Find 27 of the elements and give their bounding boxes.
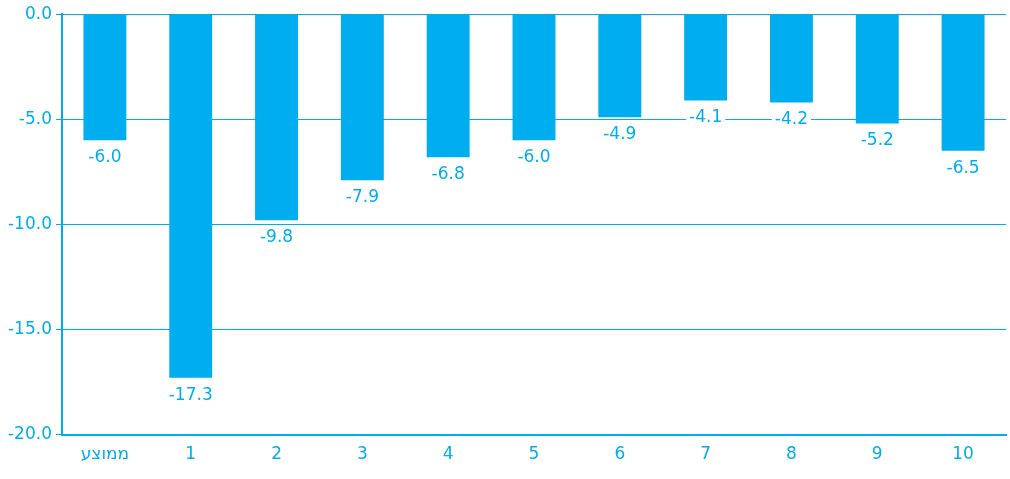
x-tick-label: 7 [700,443,712,464]
data-label: -6.0 [88,146,122,167]
x-tick-label: 6 [614,443,626,464]
y-tick-label: -5.0 [18,107,52,128]
data-label: -4.1 [689,106,723,127]
data-label: -6.5 [946,156,980,177]
data-label: -17.3 [168,383,213,404]
y-tick-label: -10.0 [7,212,52,233]
x-tick-label: 10 [952,443,974,464]
data-label: -7.9 [345,186,379,207]
x-tick-label: 5 [528,443,540,464]
data-label: -4.9 [603,123,637,144]
data-label: -9.8 [259,226,294,247]
data-label: -6.8 [431,163,465,184]
x-tick-label: 3 [356,443,368,464]
data-label: -6.0 [517,146,551,167]
y-tick-label: -20.0 [7,423,52,444]
data-label: -4.2 [774,108,809,129]
y-tick-label: -15.0 [7,317,52,338]
x-tick-label: 2 [271,443,282,464]
x-tick-label: 9 [871,443,883,464]
x-tick-label: 4 [442,443,454,464]
x-tick-label: 8 [786,443,797,464]
x-tick-label: ממוצע [80,443,130,464]
data-label: -5.2 [860,129,894,150]
y-tick-label: 0.0 [24,2,52,23]
x-tick-label: 1 [185,443,197,464]
